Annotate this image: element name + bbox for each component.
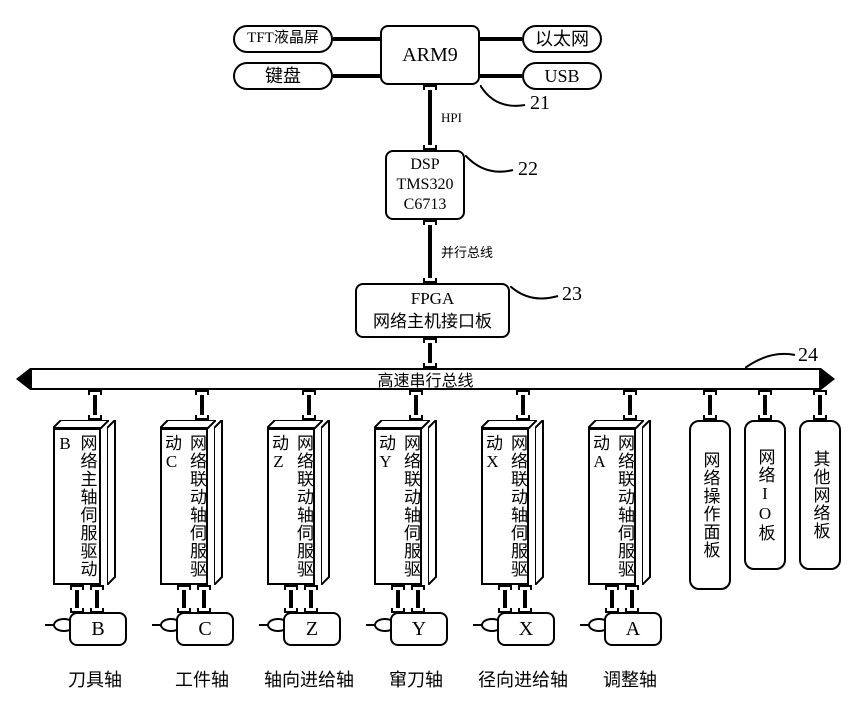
axis-module-c: 网络联动轴伺服驱动C C 工件轴 xyxy=(152,390,252,695)
axis-letter: B xyxy=(91,618,104,641)
module-bus-connector xyxy=(813,390,827,420)
drive-motor-connector xyxy=(498,585,512,613)
axis-letter-box: A xyxy=(604,612,662,646)
axis-letter: C xyxy=(198,618,211,641)
bus-ref: 24 xyxy=(798,344,818,367)
connector-line xyxy=(480,74,522,78)
axis-module-z: 网络联动轴伺服驱动Z Z 轴向进给轴 xyxy=(259,390,359,695)
drive-motor-connector xyxy=(177,585,191,613)
drive-3d-box: 网络联动轴伺服驱动Y xyxy=(374,420,430,585)
usb-label: USB xyxy=(544,66,579,87)
arm-box: ARM9 xyxy=(380,25,480,85)
drive-motor-connector xyxy=(90,585,104,613)
module-bus-connector xyxy=(703,390,717,420)
high-speed-bus: 高速串行总线 xyxy=(30,368,821,390)
axis-caption: 轴向进给轴 xyxy=(259,666,359,692)
drive-motor-connector xyxy=(605,585,619,613)
drive-motor-connector xyxy=(391,585,405,613)
arm-label: ARM9 xyxy=(402,44,458,67)
axis-letter: A xyxy=(626,618,640,641)
axis-module-b: 网络主轴伺服驱动B B 刀具轴 xyxy=(45,390,145,695)
tft-peripheral: TFT液晶屏 xyxy=(233,25,333,53)
bus-arrow-right xyxy=(821,368,835,390)
axis-bus-connector xyxy=(516,390,530,420)
net-io-label: 网络IO板 xyxy=(744,420,786,570)
axis-caption: 窜刀轴 xyxy=(366,666,466,692)
axis-letter-box: B xyxy=(69,612,127,646)
axis-letter-box: Y xyxy=(390,612,448,646)
dsp-line1: DSP xyxy=(397,155,454,175)
bus-lead-line xyxy=(745,352,800,372)
keyboard-peripheral: 键盘 xyxy=(233,62,333,90)
axis-caption: 刀具轴 xyxy=(45,666,145,692)
connector-line xyxy=(333,37,380,41)
fpga-line1: FPGA xyxy=(373,288,492,310)
dsp-fpga-connector xyxy=(423,220,437,283)
drive-motor-connector xyxy=(284,585,298,613)
connector-line xyxy=(333,74,380,78)
axis-bus-connector xyxy=(195,390,209,420)
axis-bus-connector xyxy=(623,390,637,420)
bus-label: 高速串行总线 xyxy=(377,367,473,391)
fpga-line2: 网络主机接口板 xyxy=(373,311,492,333)
dsp-line3: C6713 xyxy=(397,195,454,215)
tft-label: TFT液晶屏 xyxy=(247,30,319,47)
drive-3d-box: 网络主轴伺服驱动B xyxy=(53,420,109,585)
axis-bus-connector xyxy=(302,390,316,420)
drive-motor-connector xyxy=(197,585,211,613)
drive-3d-box: 网络联动轴伺服驱动A xyxy=(588,420,644,585)
fpga-ref: 23 xyxy=(562,283,582,306)
drive-3d-box: 网络联动轴伺服驱动X xyxy=(481,420,537,585)
axis-caption: 径向进给轴 xyxy=(473,666,573,692)
axis-letter-box: C xyxy=(176,612,234,646)
module-bus-connector xyxy=(758,390,772,420)
axis-module-a: 网络联动轴伺服驱动A A 调整轴 xyxy=(580,390,680,695)
axis-module-x: 网络联动轴伺服驱动X X 径向进给轴 xyxy=(473,390,573,695)
axis-letter-box: Z xyxy=(283,612,341,646)
drive-label: 网络联动轴伺服驱动C xyxy=(160,428,208,585)
net-other-label: 其他网络板 xyxy=(799,420,841,570)
fpga-lead-line xyxy=(510,286,570,311)
axis-caption: 调整轴 xyxy=(580,666,680,692)
axis-letter: Z xyxy=(306,618,318,641)
drive-motor-connector xyxy=(70,585,84,613)
drive-motor-connector xyxy=(411,585,425,613)
bus-bar: 高速串行总线 xyxy=(30,368,821,390)
arm-dsp-connector xyxy=(423,85,437,150)
fpga-box: FPGA 网络主机接口板 xyxy=(355,283,510,338)
bus-arrow-left xyxy=(16,368,30,390)
dsp-lead-line xyxy=(465,155,525,185)
drive-motor-connector xyxy=(625,585,639,613)
axis-module-y: 网络联动轴伺服驱动Y Y 窜刀轴 xyxy=(366,390,466,695)
dsp-box: DSP TMS320 C6713 xyxy=(385,150,465,220)
keyboard-label: 键盘 xyxy=(265,66,301,87)
net-panel-label: 网络操作面板 xyxy=(689,420,731,590)
hpi-label: HPI xyxy=(441,110,462,126)
arm-ref: 21 xyxy=(530,92,550,115)
ethernet-peripheral: 以太网 xyxy=(522,25,602,53)
drive-motor-connector xyxy=(304,585,318,613)
axis-bus-connector xyxy=(88,390,102,420)
drive-label: 网络联动轴伺服驱动Y xyxy=(374,428,422,585)
axis-letter-box: X xyxy=(497,612,555,646)
parallel-bus-label: 并行总线 xyxy=(441,242,493,261)
drive-label: 网络联动轴伺服驱动X xyxy=(481,428,529,585)
ethernet-label: 以太网 xyxy=(535,29,589,50)
dsp-ref: 22 xyxy=(518,158,538,181)
fpga-bus-connector xyxy=(423,338,437,368)
dsp-line2: TMS320 xyxy=(397,175,454,195)
drive-label: 网络主轴伺服驱动B xyxy=(53,428,101,585)
drive-3d-box: 网络联动轴伺服驱动C xyxy=(160,420,216,585)
drive-label: 网络联动轴伺服驱动Z xyxy=(267,428,315,585)
axis-bus-connector xyxy=(409,390,423,420)
drive-3d-box: 网络联动轴伺服驱动Z xyxy=(267,420,323,585)
axis-caption: 工件轴 xyxy=(152,666,252,692)
drive-label: 网络联动轴伺服驱动A xyxy=(588,428,636,585)
connector-line xyxy=(480,37,522,41)
drive-motor-connector xyxy=(518,585,532,613)
axis-letter: Y xyxy=(412,618,426,641)
axis-letter: X xyxy=(519,618,533,641)
